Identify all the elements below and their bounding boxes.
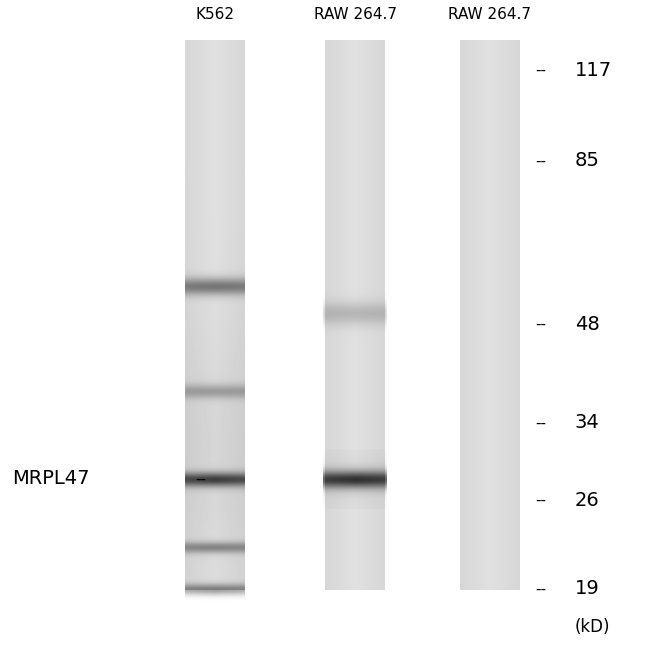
Text: --: --	[535, 62, 546, 78]
Text: RAW 264.7: RAW 264.7	[313, 7, 396, 22]
Text: 34: 34	[575, 414, 600, 432]
Text: --: --	[535, 416, 546, 430]
Text: 117: 117	[575, 60, 612, 80]
Text: (kD): (kD)	[575, 618, 610, 636]
Text: --: --	[535, 582, 546, 596]
Text: K562: K562	[196, 7, 235, 22]
Text: MRPL47: MRPL47	[12, 469, 90, 489]
Text: 85: 85	[575, 151, 600, 171]
Text: 19: 19	[575, 580, 600, 598]
Text: --: --	[535, 153, 546, 169]
Text: 48: 48	[575, 315, 600, 333]
Text: RAW 264.7: RAW 264.7	[448, 7, 532, 22]
Text: --: --	[195, 471, 206, 487]
Text: --: --	[535, 317, 546, 331]
Text: 26: 26	[575, 491, 600, 509]
Text: --: --	[535, 493, 546, 507]
